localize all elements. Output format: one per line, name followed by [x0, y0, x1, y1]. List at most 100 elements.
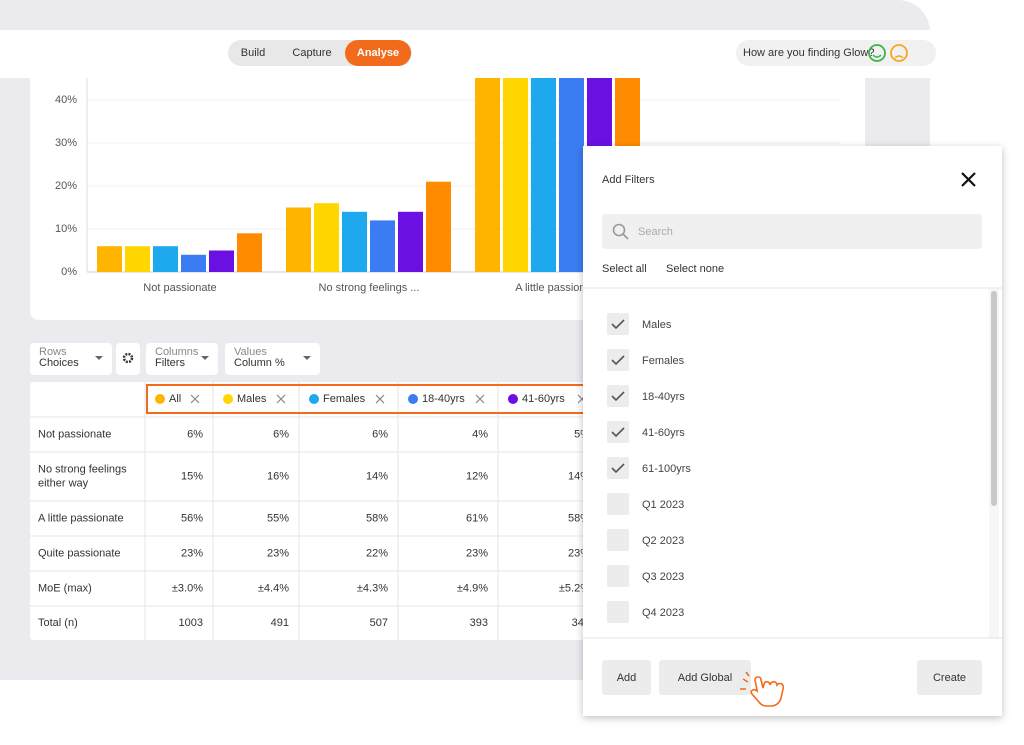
table-cell: 491 — [271, 617, 289, 629]
column-icon — [508, 394, 518, 404]
checkbox[interactable] — [607, 493, 629, 515]
table-cell: 507 — [370, 617, 388, 629]
y-tick-label: 20% — [55, 180, 77, 192]
button-label[interactable]: Add Global — [678, 672, 732, 684]
filter-option[interactable]: Males — [642, 319, 672, 331]
checkbox[interactable] — [607, 529, 629, 551]
bar — [286, 207, 311, 272]
remove-column[interactable] — [375, 394, 385, 404]
checkbox[interactable] — [607, 313, 629, 335]
table-cell: 23% — [466, 547, 488, 559]
filter-option[interactable]: Q1 2023 — [642, 499, 684, 511]
y-tick-label: 0% — [61, 266, 77, 278]
remove-column[interactable] — [577, 394, 586, 404]
settings-button[interactable] — [116, 343, 140, 375]
bar — [97, 246, 122, 272]
dropdown-value: Choices — [39, 357, 79, 369]
row-label: A little passionate — [38, 512, 124, 524]
y-tick-label: 10% — [55, 223, 77, 235]
dropdown[interactable] — [225, 343, 320, 375]
table: All Males Females 18-40yrs 41-60yrs Not passi… — [30, 382, 590, 640]
remove-column[interactable] — [190, 394, 200, 404]
checkbox[interactable] — [607, 601, 629, 623]
select-all[interactable]: Select all — [602, 263, 647, 275]
y-tick-label: 30% — [55, 137, 77, 149]
dropdown-caption: Rows — [39, 346, 67, 358]
checkbox[interactable] — [607, 457, 629, 479]
table-cell: 23% — [267, 547, 289, 559]
filter-option[interactable]: Q4 2023 — [642, 607, 684, 619]
filter-option[interactable]: 41-60yrs — [642, 427, 685, 439]
table-cell: 23% — [181, 547, 203, 559]
dropdown-caret — [303, 356, 311, 360]
table-cell: 6% — [187, 428, 203, 440]
tab[interactable]: Capture — [292, 47, 331, 59]
tab[interactable]: Analyse — [357, 47, 399, 59]
select-none[interactable]: Select none — [666, 263, 724, 275]
filter-option[interactable]: 18-40yrs — [642, 391, 685, 403]
filter-option[interactable]: Females — [642, 355, 685, 367]
remove-column[interactable] — [276, 394, 286, 404]
row-label: No strong feelings either way — [38, 463, 127, 489]
checkmark — [611, 427, 625, 438]
tab-active-bg[interactable] — [345, 40, 411, 66]
table-bg — [30, 382, 583, 640]
tab[interactable]: Build — [241, 47, 265, 59]
filter-option[interactable]: Q2 2023 — [642, 535, 684, 547]
button-label[interactable]: Create — [933, 672, 966, 684]
table-cell: 5% — [574, 428, 590, 440]
table-cell: ±4.3% — [357, 582, 388, 594]
happy-mouth — [872, 54, 882, 58]
checkbox[interactable] — [607, 349, 629, 371]
table-cell: 61% — [466, 512, 488, 524]
column-icon — [223, 394, 233, 404]
x-tick-label: Not passionate — [143, 282, 216, 294]
table-cell: ±4.4% — [258, 582, 289, 594]
filter-option[interactable]: Q3 2023 — [642, 571, 684, 583]
y-tick-label: 40% — [55, 94, 77, 106]
checkbox[interactable] — [607, 421, 629, 443]
table-cell: 22% — [366, 547, 388, 559]
table-cell: 15% — [181, 470, 203, 482]
table-cell: 56% — [181, 512, 203, 524]
checkmark — [611, 463, 625, 474]
bar — [475, 78, 500, 273]
dropdown[interactable] — [146, 343, 218, 375]
checkbox[interactable] — [607, 385, 629, 407]
close-icon[interactable] — [961, 172, 976, 187]
button[interactable] — [659, 660, 751, 695]
row-label: Total (n) — [38, 617, 78, 629]
table-cell: 14% — [366, 470, 388, 482]
checkmark — [611, 319, 625, 330]
bar — [153, 246, 178, 272]
table-cell: 58% — [366, 512, 388, 524]
checkbox[interactable] — [607, 565, 629, 587]
button[interactable] — [917, 660, 982, 695]
bar — [559, 78, 584, 272]
table-cell: 16% — [267, 470, 289, 482]
modal-title: Add Filters — [602, 174, 655, 186]
column-icon — [309, 394, 319, 404]
row-label-line: No strong feelings — [38, 463, 127, 475]
feedback-pill — [736, 40, 936, 66]
button-label[interactable]: Add — [617, 672, 637, 684]
row-label-line: either way — [38, 477, 89, 489]
dropdown-value: Filters — [155, 357, 185, 369]
button[interactable] — [602, 660, 651, 695]
click-rays — [740, 671, 750, 690]
table-cell: 12% — [466, 470, 488, 482]
filter-option[interactable]: 61-100yrs — [642, 463, 691, 475]
x-tick-label: No strong feelings ... — [319, 282, 420, 294]
bar — [181, 254, 206, 272]
search-box[interactable] — [602, 214, 982, 249]
remove-column[interactable] — [475, 394, 485, 404]
sad-icon[interactable] — [890, 44, 908, 62]
search-icon — [612, 223, 626, 237]
dropdown-caption: Columns — [155, 346, 199, 358]
dropdown[interactable] — [30, 343, 112, 375]
happy-icon[interactable] — [868, 44, 886, 62]
column-header: All — [169, 393, 181, 405]
bar — [398, 211, 423, 272]
scroll-thumb[interactable] — [991, 291, 997, 506]
